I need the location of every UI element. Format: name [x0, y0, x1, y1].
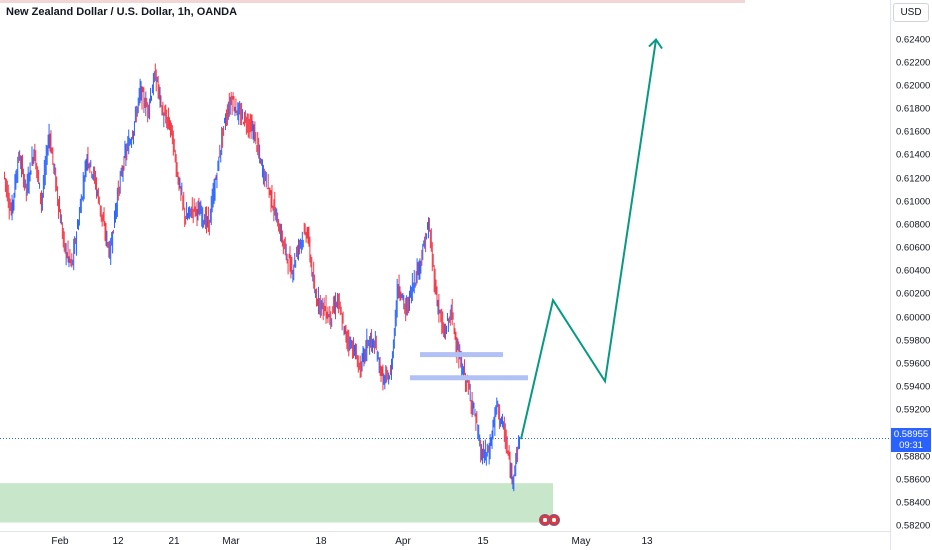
y-tick-label: 0.58800: [896, 451, 931, 462]
x-tick-label: 15: [477, 536, 489, 547]
y-tick-label: 0.59600: [896, 358, 931, 370]
y-tick-label: 0.58400: [896, 497, 931, 509]
x-tick-label: Mar: [222, 536, 240, 547]
current-price: 0.58955: [893, 429, 929, 440]
x-tick-label: 21: [168, 536, 180, 547]
y-tick-label: 0.58600: [896, 474, 931, 486]
y-tick-label: 0.61600: [896, 126, 931, 138]
y-tick-label: 0.62200: [896, 57, 931, 69]
price-axis[interactable]: [890, 0, 932, 550]
demand-zone[interactable]: [0, 483, 553, 523]
arrow-head: [648, 38, 663, 50]
y-tick-label: 0.61800: [896, 103, 931, 115]
us-flag-icon[interactable]: [548, 514, 560, 526]
price-chart[interactable]: [0, 0, 890, 532]
y-tick-label: 0.60800: [896, 219, 931, 231]
level-box[interactable]: [410, 375, 528, 381]
x-tick-label: 13: [641, 536, 653, 547]
y-tick-label: 0.62400: [896, 34, 931, 46]
level-box[interactable]: [420, 352, 503, 358]
bar-countdown: 09:31: [899, 440, 923, 451]
currency-button[interactable]: USD: [893, 3, 929, 22]
x-tick-label: Apr: [395, 536, 411, 547]
y-tick-label: 0.60400: [896, 265, 931, 277]
y-tick-label: 0.60000: [896, 312, 931, 324]
y-tick-label: 0.60600: [896, 242, 931, 254]
x-tick-label: Feb: [51, 536, 69, 547]
y-tick-label: 0.62000: [896, 80, 931, 92]
y-tick-label: 0.61000: [896, 196, 931, 208]
symbol-title: New Zealand Dollar / U.S. Dollar, 1h, OA…: [6, 6, 238, 18]
current-price-tag: 0.58955 09:31: [891, 428, 931, 452]
x-tick-label: 18: [315, 536, 327, 547]
top-band: [0, 0, 745, 3]
y-tick-label: 0.60200: [896, 288, 931, 300]
x-tick-label: 12: [112, 536, 124, 547]
x-axis-line: [0, 531, 890, 532]
projection-path[interactable]: [520, 39, 657, 440]
y-tick-label: 0.61200: [896, 173, 931, 185]
x-tick-label: May: [571, 536, 591, 547]
y-tick-label: 0.58200: [896, 520, 931, 532]
y-tick-label: 0.59800: [896, 335, 931, 347]
y-tick-label: 0.59200: [896, 404, 931, 416]
y-tick-label: 0.61400: [896, 149, 931, 161]
y-tick-label: 0.59400: [896, 381, 931, 393]
